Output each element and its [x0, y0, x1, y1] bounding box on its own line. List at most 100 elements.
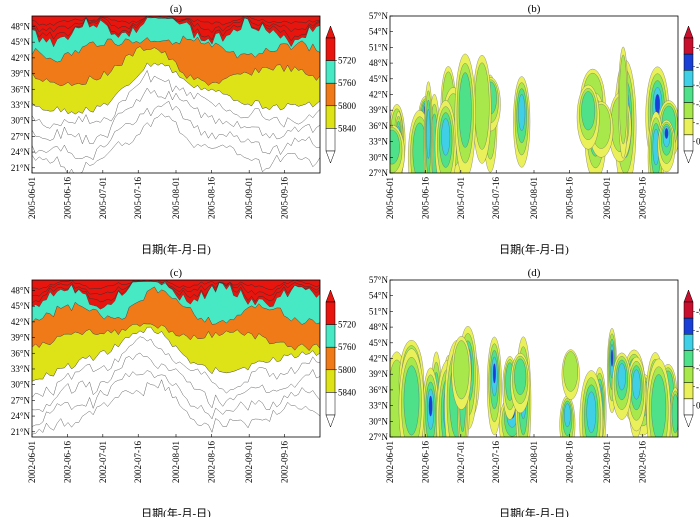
x-axis-label: 日期(年-月-日)	[499, 506, 569, 517]
colorbar-tick-label: 5760	[338, 342, 357, 352]
x-tick-label: 2002-09-01	[244, 441, 254, 483]
colorbar-swatch	[325, 128, 336, 152]
colorbar-tick-label: 0	[696, 401, 700, 411]
plot-area-2	[32, 280, 320, 437]
contour-cell	[664, 128, 669, 139]
contour-line	[32, 280, 320, 303]
y-tick-label: 39°N	[11, 333, 31, 343]
y-tick-label: 30°N	[369, 416, 389, 426]
plot-area-0	[32, 16, 320, 173]
y-tick-label: 30°N	[11, 380, 31, 390]
contour-cell	[654, 94, 661, 115]
colorbar-swatch	[683, 317, 694, 335]
colorbar-3: -9 -7 -5 -3 -1 0	[683, 289, 700, 428]
contour-line	[32, 16, 320, 42]
y-tick-label: 33°N	[369, 137, 389, 147]
colorbar-swatch	[325, 60, 336, 84]
contour-line	[32, 336, 320, 398]
colorbar-swatch	[683, 301, 694, 319]
y-tick-label: 33°N	[369, 401, 389, 411]
contour-fill-2	[32, 280, 320, 437]
panel-label: (c)	[170, 267, 183, 279]
x-tick-label: 2005-09-01	[244, 177, 254, 219]
y-tick-label: 51°N	[369, 42, 389, 52]
colorbar-swatch	[683, 86, 694, 103]
y-tick-label: 27°N	[369, 168, 389, 178]
y-tick-label: 24°N	[11, 411, 31, 421]
x-tick-label: 2005-07-01	[98, 177, 108, 219]
contour-cell	[514, 358, 527, 395]
y-tick-label: 33°N	[11, 100, 31, 110]
x-tick-label: 2002-08-01	[529, 441, 539, 483]
colorbar-tick-label: 5760	[338, 78, 357, 88]
y-tick-label: 39°N	[369, 369, 389, 379]
colorbar-2: 5720 5760 5800 5840	[325, 289, 357, 428]
y-tick-label: 27°N	[11, 395, 31, 405]
contour-cell	[651, 374, 667, 437]
x-tick-label: 2002-09-01	[602, 441, 612, 483]
y-tick-label: 27°N	[11, 131, 31, 141]
x-tick-label: 2002-07-16	[133, 441, 143, 483]
axes-3: (d) 27°N 30°N 33°N 36°N 39°N 42°N 45°N 48°N 51°N 5…	[369, 267, 679, 517]
colorbar-swatch	[683, 37, 694, 55]
colorbar-swatch	[325, 392, 336, 416]
y-tick-label: 30°N	[11, 116, 31, 126]
contour-cell	[632, 369, 641, 400]
x-tick-label: 2005-07-16	[491, 177, 501, 219]
x-tick-label: 2005-06-16	[62, 177, 72, 219]
colorbar-tick-label: -9	[696, 306, 700, 316]
x-tick-label: 2002-07-01	[98, 441, 108, 483]
x-tick-label: 2002-06-01	[385, 441, 395, 483]
y-tick-label: 27°N	[369, 432, 389, 442]
contour-cell	[518, 94, 526, 131]
contour-cell	[563, 351, 578, 392]
x-tick-label: 2002-07-01	[456, 441, 466, 483]
y-tick-label: 33°N	[11, 364, 31, 374]
colorbar-swatch	[683, 70, 694, 87]
contour-cell	[617, 363, 626, 391]
panel-label: (b)	[528, 3, 541, 15]
y-tick-label: 48°N	[369, 58, 389, 68]
contour-line	[32, 69, 320, 129]
x-tick-label: 2005-07-01	[456, 177, 466, 219]
x-tick-label: 2005-06-16	[420, 177, 430, 219]
colorbar-swatch	[683, 366, 694, 383]
colorbar-tick-label: 5720	[338, 56, 357, 66]
x-axis-label: 日期(年-月-日)	[141, 242, 211, 256]
colorbar-tick-label: -1	[696, 382, 700, 392]
y-tick-label: 57°N	[369, 275, 389, 285]
contour-cell	[453, 340, 470, 400]
y-tick-label: 45°N	[369, 338, 389, 348]
contour-cell	[441, 118, 451, 156]
y-tick-label: 42°N	[369, 354, 389, 364]
contour-line	[32, 280, 320, 290]
contour-cell	[564, 403, 571, 427]
x-tick-label: 2002-06-16	[420, 441, 430, 483]
y-tick-label: 42°N	[11, 317, 31, 327]
colorbar-1: -9 -7 -5 -3 -1 0	[683, 25, 700, 164]
y-tick-label: 39°N	[11, 69, 31, 79]
colorbar-tick-label: 5840	[338, 123, 357, 133]
colorbar-swatch	[683, 350, 694, 367]
colorbar-swatch	[683, 53, 694, 71]
colorbar-tip-bottom	[325, 414, 336, 428]
y-tick-label: 45°N	[11, 37, 31, 47]
y-tick-label: 48°N	[11, 285, 31, 295]
contour-cell	[671, 394, 678, 434]
colorbar-tip-top	[683, 289, 694, 303]
axes-0: (a) 21°N 24°N 27°N 30°N 33°N 36°N 39°N 42°N 45°N 4…	[11, 3, 321, 256]
y-tick-label: 42°N	[11, 53, 31, 63]
y-tick-label: 21°N	[11, 427, 31, 437]
y-tick-label: 48°N	[11, 21, 31, 31]
x-tick-label: 2002-09-16	[280, 441, 290, 483]
colorbar-tick-label: -3	[696, 99, 700, 109]
x-tick-label: 2005-08-01	[171, 177, 181, 219]
contour-line	[32, 87, 320, 145]
contour-band-1	[32, 16, 320, 63]
contour-band-0	[32, 16, 320, 48]
plot-area-3	[390, 280, 678, 437]
colorbar-swatch	[683, 398, 694, 416]
x-axis-label: 日期(年-月-日)	[499, 242, 569, 256]
contour-cell	[492, 363, 496, 384]
colorbar-swatch	[325, 105, 336, 129]
